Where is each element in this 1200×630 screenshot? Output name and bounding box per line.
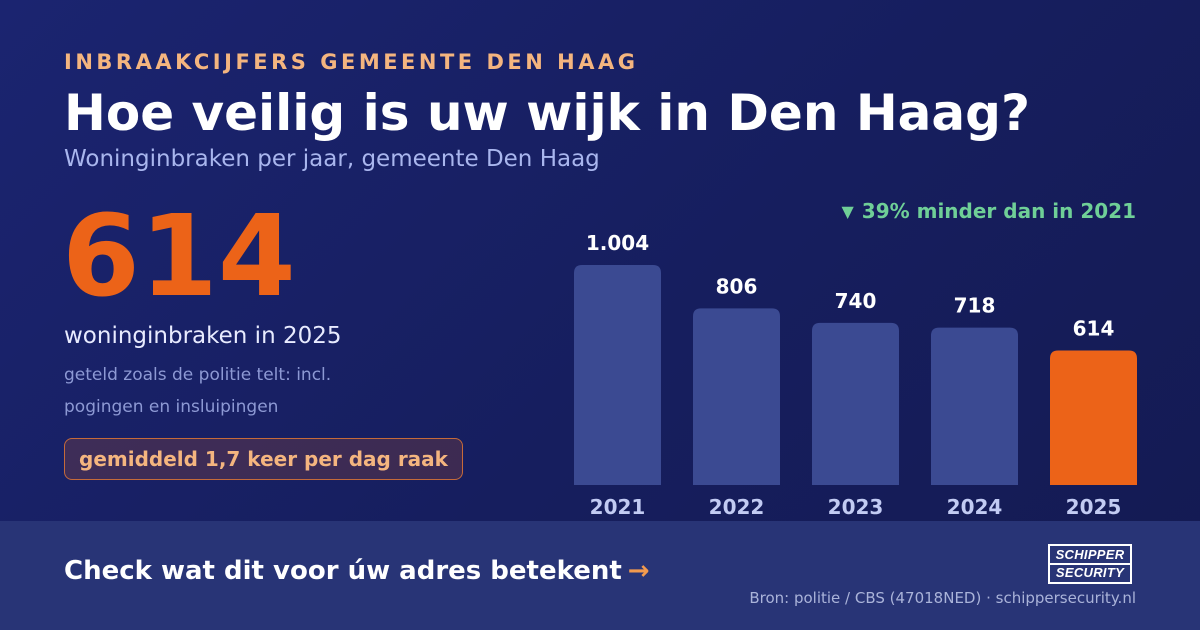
cta-text: Check wat dit voor úw adres betekent [64, 556, 622, 586]
headline-caption: woninginbraken in 2025 [64, 323, 342, 349]
value-label-2025: 614 [1073, 316, 1115, 340]
cta-link[interactable]: Check wat dit voor úw adres betekent → [64, 556, 650, 586]
headline-number: 614 [62, 192, 296, 322]
footer-bar [0, 521, 1200, 630]
value-label-2024: 718 [954, 294, 996, 318]
bar-2024 [931, 327, 1018, 485]
change-indicator: ▼ 39% minder dan in 2021 [841, 199, 1136, 223]
value-label-2021: 1.004 [586, 231, 649, 255]
value-label-2023: 740 [835, 289, 877, 313]
source-credit: Bron: politie / CBS (47018NED) · schippe… [749, 589, 1136, 607]
x-tick-label-2023: 2023 [828, 495, 884, 519]
logo-line-1: SCHIPPER [1055, 546, 1125, 562]
bar-chart: 1.004 2021 806 2022 740 2023 718 2024 614 2025 [574, 231, 1137, 519]
bar-2022 [693, 308, 780, 485]
bar-2021 [574, 265, 661, 485]
bar-2025 [1050, 350, 1137, 485]
value-label-2022: 806 [716, 274, 758, 298]
x-tick-label-2022: 2022 [709, 495, 765, 519]
bar-2023 [812, 322, 899, 485]
page-title: Hoe veilig is uw wijk in Den Haag? [64, 84, 1030, 142]
x-tick-label-2025: 2025 [1066, 495, 1122, 519]
arrow-right-icon: → [627, 556, 650, 586]
triangle-down-icon: ▼ [841, 201, 854, 221]
page-subtitle: Woninginbraken per jaar, gemeente Den Ha… [64, 146, 600, 172]
methodology-note-line-1: geteld zoals de politie telt: incl. [64, 365, 332, 385]
methodology-note-line-2: pogingen en insluipingen [64, 397, 279, 417]
x-tick-label-2024: 2024 [947, 495, 1003, 519]
logo-line-2: SECURITY [1050, 563, 1130, 580]
brand-logo: SCHIPPER SECURITY [1048, 544, 1132, 584]
change-text: 39% minder dan in 2021 [861, 199, 1136, 223]
eyebrow-label: INBRAAKCIJFERS GEMEENTE DEN HAAG [64, 50, 639, 74]
daily-average-badge: gemiddeld 1,7 keer per dag raak [64, 438, 463, 480]
x-tick-label-2021: 2021 [590, 495, 646, 519]
